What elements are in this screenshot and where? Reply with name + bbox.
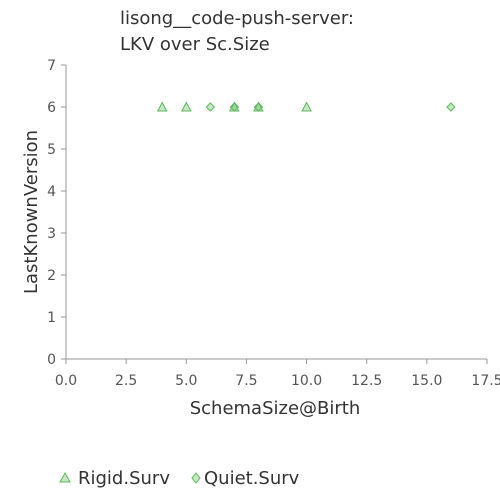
y-axis-label: LastKnownVersion bbox=[21, 130, 42, 294]
x-tick-label: 15.0 bbox=[411, 373, 442, 389]
x-tick-label: 17.5 bbox=[471, 373, 500, 389]
y-tick-label: 1 bbox=[47, 310, 56, 326]
y-tick-label: 7 bbox=[47, 58, 56, 74]
rigid-surv-point bbox=[156, 101, 168, 112]
legend-label-quiet-surv: Quiet.Surv bbox=[204, 468, 300, 489]
legend-item-quiet-surv: Quiet.Surv bbox=[191, 468, 300, 489]
legend: Rigid.Surv Quiet.Surv bbox=[59, 468, 300, 489]
y-tick-label: 3 bbox=[47, 226, 56, 242]
x-tick-label: 5.0 bbox=[175, 373, 197, 389]
x-ticks: 0.0 2.5 5.0 7.5 10.0 12.5 15.0 17.5 bbox=[55, 359, 500, 389]
legend-diamond-marker bbox=[191, 472, 201, 484]
legend-item-rigid-surv: Rigid.Surv bbox=[59, 468, 170, 489]
x-tick-label: 0.0 bbox=[55, 373, 77, 389]
data-markers bbox=[156, 101, 456, 112]
legend-label-rigid-surv: Rigid.Surv bbox=[78, 468, 170, 489]
y-tick-label: 6 bbox=[47, 100, 56, 116]
y-tick-label: 4 bbox=[47, 184, 56, 200]
x-tick-label: 2.5 bbox=[115, 373, 137, 389]
quiet-surv-point bbox=[229, 102, 240, 112]
legend-triangle-marker bbox=[59, 471, 71, 483]
x-tick-label: 7.5 bbox=[235, 373, 257, 389]
chart-title: lisong__code-push-server: LKV over Sc.Si… bbox=[120, 8, 354, 55]
rigid-surv-point bbox=[301, 101, 312, 112]
x-tick-label: 12.5 bbox=[351, 373, 382, 389]
quiet-surv-point bbox=[205, 102, 216, 112]
x-axis-label: SchemaSize@Birth bbox=[190, 398, 361, 419]
rigid-surv-point bbox=[180, 101, 192, 112]
quiet-surv-point bbox=[446, 102, 456, 112]
y-tick-label: 0 bbox=[47, 352, 56, 368]
quiet-surv-point bbox=[253, 102, 264, 112]
chart-title-line-1: lisong__code-push-server: bbox=[120, 8, 354, 29]
chart-title-line-2: LKV over Sc.Size bbox=[120, 34, 270, 55]
y-ticks: 0 1 2 3 4 5 6 7 bbox=[47, 58, 66, 368]
x-tick-label: 10.0 bbox=[291, 373, 322, 389]
y-tick-label: 2 bbox=[47, 268, 56, 284]
plot-area: 0 1 2 3 4 5 6 7 0.0 2.5 5.0 7.5 10.0 12.5 15.0 17.5 bbox=[47, 58, 500, 389]
y-tick-label: 5 bbox=[47, 142, 56, 158]
